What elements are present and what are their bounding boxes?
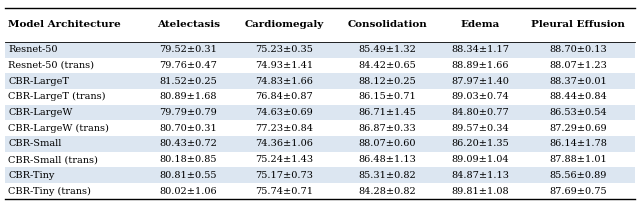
Text: 87.29±0.69: 87.29±0.69	[549, 124, 607, 133]
Text: 75.74±0.71: 75.74±0.71	[255, 186, 314, 196]
Text: 85.56±0.89: 85.56±0.89	[549, 171, 607, 180]
Text: 75.17±0.73: 75.17±0.73	[255, 171, 314, 180]
Text: 84.80±0.77: 84.80±0.77	[451, 108, 509, 117]
Text: CBR-LargeT: CBR-LargeT	[8, 76, 69, 86]
Text: 88.44±0.84: 88.44±0.84	[549, 92, 607, 101]
Text: 79.79±0.79: 79.79±0.79	[159, 108, 217, 117]
Bar	[5, 136, 635, 152]
Text: 89.09±1.04: 89.09±1.04	[451, 155, 509, 164]
Text: Pleural Effusion: Pleural Effusion	[531, 20, 625, 30]
Text: 80.81±0.55: 80.81±0.55	[159, 171, 217, 180]
Text: 86.15±0.71: 86.15±0.71	[359, 92, 417, 101]
Text: 88.89±1.66: 88.89±1.66	[451, 61, 509, 70]
Text: Consolidation: Consolidation	[348, 20, 428, 30]
Text: CBR-Small: CBR-Small	[8, 139, 61, 149]
Text: 86.14±1.78: 86.14±1.78	[549, 139, 607, 149]
Text: 88.34±1.17: 88.34±1.17	[451, 45, 509, 54]
Text: 79.52±0.31: 79.52±0.31	[159, 45, 218, 54]
Text: 88.12±0.25: 88.12±0.25	[359, 76, 417, 86]
Text: 87.97±1.40: 87.97±1.40	[451, 76, 509, 86]
Text: 85.31±0.82: 85.31±0.82	[359, 171, 417, 180]
Text: 86.48±1.13: 86.48±1.13	[358, 155, 417, 164]
Text: 85.49±1.32: 85.49±1.32	[358, 45, 417, 54]
Text: 88.07±0.60: 88.07±0.60	[359, 139, 417, 149]
Text: 80.02±1.06: 80.02±1.06	[159, 186, 217, 196]
Text: Cardiomegaly: Cardiomegaly	[244, 20, 324, 30]
Text: Resnet-50: Resnet-50	[8, 45, 58, 54]
Text: 74.83±1.66: 74.83±1.66	[255, 76, 314, 86]
Text: CBR-LargeT (trans): CBR-LargeT (trans)	[8, 92, 106, 101]
Text: 87.88±1.01: 87.88±1.01	[549, 155, 607, 164]
Text: 80.70±0.31: 80.70±0.31	[159, 124, 217, 133]
Text: 89.81±1.08: 89.81±1.08	[451, 186, 509, 196]
Bar	[5, 42, 635, 58]
Text: 75.23±0.35: 75.23±0.35	[255, 45, 314, 54]
Text: 81.52±0.25: 81.52±0.25	[159, 76, 217, 86]
Text: 76.84±0.87: 76.84±0.87	[255, 92, 314, 101]
Text: CBR-Tiny: CBR-Tiny	[8, 171, 54, 180]
Text: 77.23±0.84: 77.23±0.84	[255, 124, 314, 133]
Bar	[5, 167, 635, 183]
Text: 86.87±0.33: 86.87±0.33	[359, 124, 417, 133]
Text: 75.24±1.43: 75.24±1.43	[255, 155, 314, 164]
Text: 86.53±0.54: 86.53±0.54	[549, 108, 607, 117]
Text: 88.37±0.01: 88.37±0.01	[549, 76, 607, 86]
Text: CBR-Tiny (trans): CBR-Tiny (trans)	[8, 186, 91, 196]
Text: Atelectasis: Atelectasis	[157, 20, 220, 30]
Text: 79.76±0.47: 79.76±0.47	[159, 61, 218, 70]
Text: 84.42±0.65: 84.42±0.65	[359, 61, 417, 70]
Text: CBR-LargeW: CBR-LargeW	[8, 108, 73, 117]
Text: CBR-Small (trans): CBR-Small (trans)	[8, 155, 98, 164]
Text: 74.36±1.06: 74.36±1.06	[255, 139, 314, 149]
Text: 84.87±1.13: 84.87±1.13	[451, 171, 509, 180]
Text: 74.63±0.69: 74.63±0.69	[255, 108, 314, 117]
Text: 86.71±1.45: 86.71±1.45	[358, 108, 417, 117]
Text: 88.70±0.13: 88.70±0.13	[549, 45, 607, 54]
Text: 89.03±0.74: 89.03±0.74	[451, 92, 509, 101]
Text: 80.43±0.72: 80.43±0.72	[159, 139, 218, 149]
Bar	[5, 73, 635, 89]
Text: 80.18±0.85: 80.18±0.85	[159, 155, 217, 164]
Text: 86.20±1.35: 86.20±1.35	[451, 139, 509, 149]
Text: 74.93±1.41: 74.93±1.41	[255, 61, 314, 70]
Text: Model Architecture: Model Architecture	[8, 20, 121, 30]
Text: 88.07±1.23: 88.07±1.23	[549, 61, 607, 70]
Bar	[5, 105, 635, 120]
Text: 87.69±0.75: 87.69±0.75	[549, 186, 607, 196]
Text: 80.89±1.68: 80.89±1.68	[159, 92, 217, 101]
Text: Resnet-50 (trans): Resnet-50 (trans)	[8, 61, 94, 70]
Text: Edema: Edema	[461, 20, 500, 30]
Text: CBR-LargeW (trans): CBR-LargeW (trans)	[8, 124, 109, 133]
Text: 84.28±0.82: 84.28±0.82	[359, 186, 417, 196]
Text: 89.57±0.34: 89.57±0.34	[451, 124, 509, 133]
